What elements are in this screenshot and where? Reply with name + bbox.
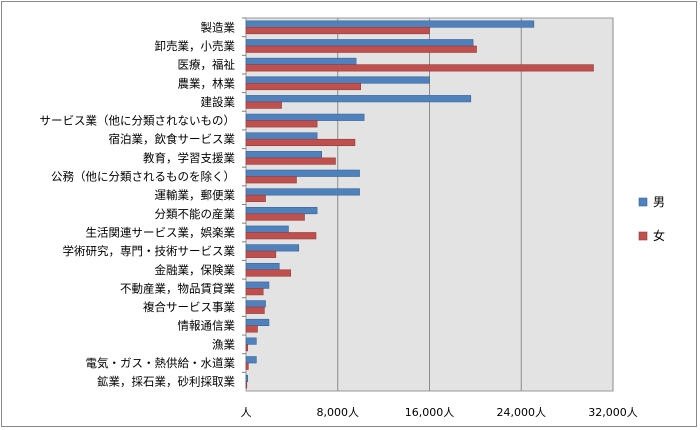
category-label: 複合サービス事業	[143, 300, 235, 314]
category-label: 情報通信業	[178, 319, 236, 333]
bar	[245, 151, 322, 159]
category-label: 不動産業，物品賃貸業	[120, 281, 235, 295]
bar	[245, 325, 258, 333]
bar	[245, 337, 257, 345]
bar	[245, 269, 292, 277]
bar	[245, 76, 430, 84]
category-label: 宿泊業，飲食サービス業	[109, 132, 236, 146]
bar	[245, 64, 594, 72]
bars	[245, 20, 594, 389]
category-label: 電気・ガス・熱供給・水道業	[86, 356, 236, 370]
category-label: 医療，福祉	[178, 58, 236, 72]
legend-label: 女	[653, 228, 665, 243]
bar	[245, 381, 248, 389]
bar	[245, 281, 270, 289]
bar	[245, 45, 477, 53]
bar	[245, 344, 249, 352]
bar	[245, 169, 360, 177]
x-tick-label: 16,000人	[405, 406, 455, 419]
bar	[245, 176, 297, 184]
category-label: 鉱業，採石業，砂利採取業	[97, 375, 235, 389]
bar	[245, 39, 474, 47]
category-label: 金融業，保険業	[155, 263, 236, 277]
category-label: 分類不能の産業	[155, 207, 236, 221]
x-tick-label: 8,000人	[317, 406, 360, 419]
bar	[245, 188, 360, 196]
x-tick-label: 24,000人	[497, 406, 547, 419]
legend-swatch	[638, 197, 648, 207]
bar	[245, 250, 277, 258]
x-axis-ticks: 人 8,000人 16,000人 24,000人 32,000人	[241, 406, 638, 419]
bar	[245, 306, 265, 314]
bar	[245, 300, 266, 308]
category-label: 卸売業，小売業	[155, 39, 236, 53]
category-label: 運輸業，郵便業	[155, 188, 236, 202]
category-label: 漁業	[212, 337, 235, 351]
category-label: 教育，学習支援業	[143, 151, 235, 165]
bar	[245, 95, 472, 103]
bar	[245, 82, 361, 91]
bar	[245, 356, 257, 364]
legend: 男女	[638, 195, 665, 243]
category-label: 生活関連サービス業，娯楽業	[86, 225, 236, 239]
category-label: 建設業	[201, 95, 236, 109]
bar	[245, 225, 289, 233]
category-label: 公務（他に分類されるものを除く）	[51, 170, 235, 184]
bar	[245, 362, 249, 370]
bar	[245, 138, 356, 147]
category-label: 農業，林業	[178, 76, 236, 90]
bar	[245, 113, 365, 121]
bar	[245, 101, 282, 109]
x-tick-label: 32,000人	[588, 406, 638, 419]
category-label: サービス業（他に分類されないもの）	[40, 114, 236, 128]
bar	[245, 20, 535, 28]
bar	[245, 157, 336, 165]
x-tick-label: 人	[241, 406, 252, 419]
bar	[245, 232, 317, 240]
category-labels: 製造業卸売業，小売業医療，福祉農業，林業建設業サービス業（他に分類されないもの）…	[40, 17, 246, 389]
legend-label: 男	[653, 195, 665, 209]
bar	[245, 27, 430, 35]
category-label: 学術研究，専門・技術サービス業	[63, 244, 236, 258]
bar	[245, 57, 357, 65]
bar	[245, 213, 305, 221]
bar	[245, 194, 266, 202]
bar	[245, 318, 270, 327]
bar	[245, 120, 318, 128]
legend-swatch	[638, 231, 648, 241]
bar	[245, 244, 300, 252]
bar	[245, 374, 249, 382]
category-label: 製造業	[201, 20, 236, 34]
bar	[245, 132, 318, 140]
bar	[245, 262, 280, 271]
bar	[245, 207, 318, 215]
bar	[245, 288, 264, 296]
